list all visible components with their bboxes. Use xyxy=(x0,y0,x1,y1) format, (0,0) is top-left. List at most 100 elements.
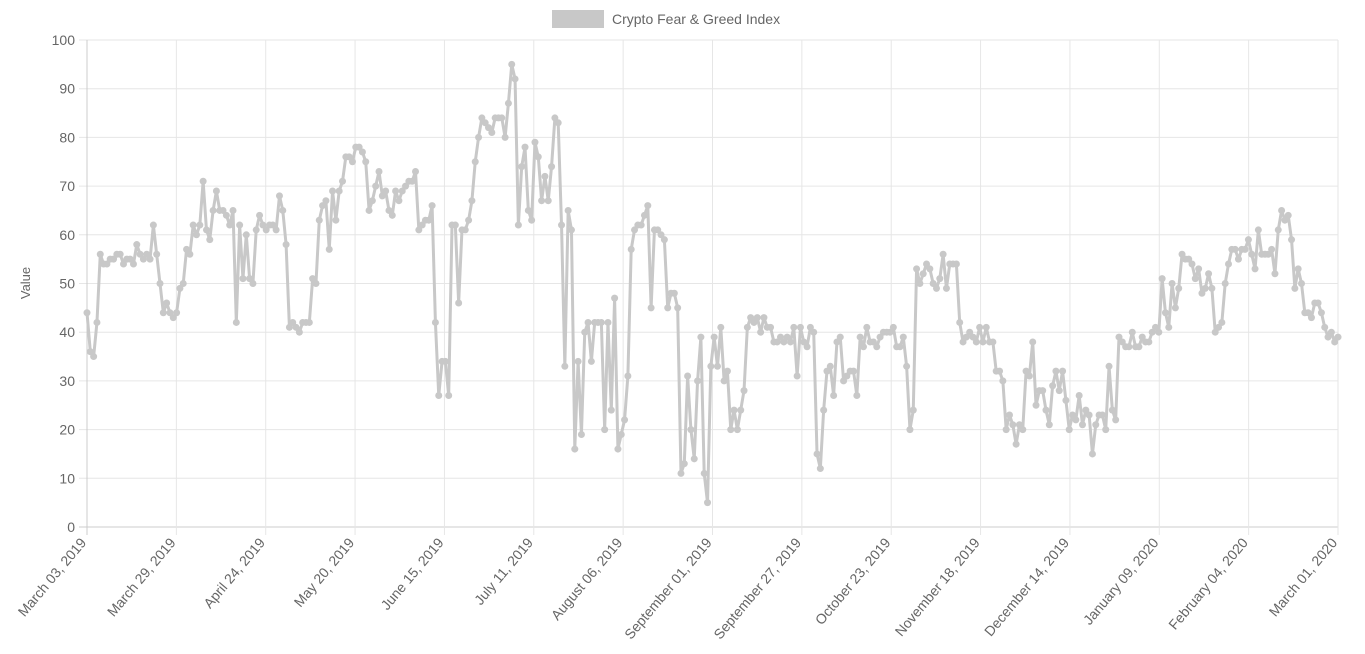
data-point[interactable] xyxy=(508,60,516,68)
data-point[interactable] xyxy=(93,318,101,326)
legend[interactable]: Crypto Fear & Greed Index xyxy=(552,10,780,28)
data-point[interactable] xyxy=(159,309,167,317)
data-point[interactable] xyxy=(90,353,98,361)
data-point[interactable] xyxy=(189,221,197,229)
data-point[interactable] xyxy=(1158,275,1166,283)
data-point[interactable] xyxy=(1055,387,1063,395)
data-point[interactable] xyxy=(468,197,476,205)
data-point[interactable] xyxy=(315,216,323,224)
data-point[interactable] xyxy=(1128,328,1136,336)
data-point[interactable] xyxy=(1201,284,1209,292)
data-point[interactable] xyxy=(717,323,725,331)
data-point[interactable] xyxy=(1307,314,1315,322)
data-point[interactable] xyxy=(1125,343,1133,351)
data-point[interactable] xyxy=(896,343,904,351)
data-point[interactable] xyxy=(256,211,264,219)
data-point[interactable] xyxy=(670,289,678,297)
legend-swatch[interactable] xyxy=(552,10,604,28)
data-point[interactable] xyxy=(149,221,157,229)
data-point[interactable] xyxy=(206,236,214,244)
data-point[interactable] xyxy=(700,469,708,477)
data-point[interactable] xyxy=(179,280,187,287)
data-point[interactable] xyxy=(1019,426,1027,434)
data-point[interactable] xyxy=(524,206,532,214)
data-point[interactable] xyxy=(471,158,479,166)
data-point[interactable] xyxy=(926,265,934,273)
data-point[interactable] xyxy=(939,250,947,258)
data-point[interactable] xyxy=(727,426,735,434)
data-point[interactable] xyxy=(820,406,828,414)
data-point[interactable] xyxy=(538,197,546,205)
data-point[interactable] xyxy=(989,338,997,346)
data-point[interactable] xyxy=(558,221,566,229)
data-point[interactable] xyxy=(733,426,741,434)
data-point[interactable] xyxy=(528,216,536,224)
data-point[interactable] xyxy=(1072,416,1080,424)
data-point[interactable] xyxy=(226,221,234,229)
data-point[interactable] xyxy=(836,333,844,341)
data-point[interactable] xyxy=(674,304,682,312)
data-point[interactable] xyxy=(1025,372,1033,380)
data-point[interactable] xyxy=(501,133,509,141)
data-point[interactable] xyxy=(710,333,718,341)
data-point[interactable] xyxy=(504,99,512,107)
data-point[interactable] xyxy=(388,211,396,219)
data-point[interactable] xyxy=(209,206,217,214)
data-point[interactable] xyxy=(1052,367,1060,375)
data-point[interactable] xyxy=(1049,382,1057,390)
data-point[interactable] xyxy=(1161,309,1169,317)
data-point[interactable] xyxy=(1171,304,1179,312)
data-point[interactable] xyxy=(574,357,582,365)
data-point[interactable] xyxy=(790,323,798,331)
data-point[interactable] xyxy=(1032,401,1040,409)
data-point[interactable] xyxy=(232,318,240,326)
data-point[interactable] xyxy=(133,241,141,249)
data-point[interactable] xyxy=(1165,323,1173,331)
data-point[interactable] xyxy=(412,167,420,175)
data-point[interactable] xyxy=(1317,309,1325,317)
data-point[interactable] xyxy=(660,236,668,244)
data-point[interactable] xyxy=(511,75,519,83)
data-point[interactable] xyxy=(498,114,506,122)
data-point[interactable] xyxy=(581,328,589,336)
data-point[interactable] xyxy=(936,275,944,283)
data-point[interactable] xyxy=(514,221,522,229)
data-point[interactable] xyxy=(982,323,990,331)
data-point[interactable] xyxy=(1065,426,1073,434)
data-point[interactable] xyxy=(793,372,801,380)
data-point[interactable] xyxy=(916,280,924,287)
data-point[interactable] xyxy=(1005,411,1013,419)
data-point[interactable] xyxy=(531,138,539,146)
data-point[interactable] xyxy=(1045,421,1053,429)
data-point[interactable] xyxy=(282,241,290,249)
data-point[interactable] xyxy=(684,372,692,380)
data-point[interactable] xyxy=(713,362,721,370)
data-point[interactable] xyxy=(644,202,652,210)
data-point[interactable] xyxy=(1314,299,1322,307)
data-point[interactable] xyxy=(906,426,914,434)
data-point[interactable] xyxy=(372,182,380,190)
data-point[interactable] xyxy=(339,177,347,185)
data-point[interactable] xyxy=(441,357,449,365)
data-point[interactable] xyxy=(697,333,705,341)
data-point[interactable] xyxy=(431,318,439,326)
data-point[interactable] xyxy=(186,250,194,258)
data-point[interactable] xyxy=(597,318,605,326)
data-point[interactable] xyxy=(1284,211,1292,219)
data-point[interactable] xyxy=(1135,343,1143,351)
data-point[interactable] xyxy=(335,187,343,195)
data-point[interactable] xyxy=(816,465,824,473)
data-point[interactable] xyxy=(830,392,838,400)
data-point[interactable] xyxy=(561,362,569,370)
data-point[interactable] xyxy=(163,299,171,307)
data-point[interactable] xyxy=(720,377,728,385)
data-point[interactable] xyxy=(544,197,552,205)
data-point[interactable] xyxy=(1271,270,1279,278)
data-point[interactable] xyxy=(976,323,984,331)
data-point[interactable] xyxy=(637,221,645,229)
data-point[interactable] xyxy=(584,318,592,326)
data-point[interactable] xyxy=(1092,421,1100,429)
data-point[interactable] xyxy=(1105,362,1113,370)
data-point[interactable] xyxy=(743,323,751,331)
data-point[interactable] xyxy=(567,226,575,234)
